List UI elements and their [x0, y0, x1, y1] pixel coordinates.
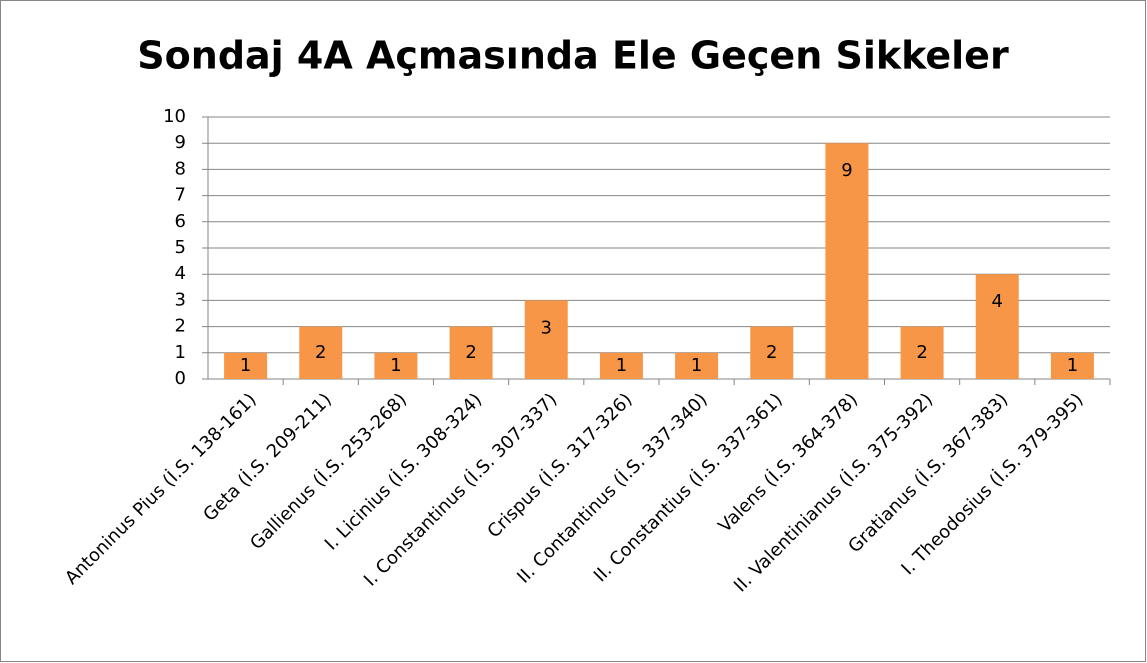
y-tick-label: 3 [175, 289, 186, 310]
y-tick-label: 0 [175, 368, 186, 389]
y-tick-label: 7 [175, 185, 186, 206]
bar [374, 352, 418, 379]
bar [825, 143, 869, 379]
data-label: 1 [691, 355, 702, 376]
data-label: 4 [992, 291, 1003, 312]
bar [675, 352, 719, 379]
y-tick-label: 5 [175, 237, 186, 258]
bar [900, 326, 944, 379]
y-tick-label: 4 [175, 263, 186, 284]
y-tick-label: 1 [175, 342, 186, 363]
y-tick-label: 6 [175, 211, 186, 232]
bar [524, 300, 568, 379]
bar [975, 274, 1019, 379]
y-tick-label: 8 [175, 158, 186, 179]
y-tick-label: 10 [163, 106, 186, 127]
bar [449, 326, 493, 379]
data-label: 2 [766, 342, 777, 363]
data-label: 9 [841, 160, 852, 181]
data-label: 2 [315, 342, 326, 363]
bar [224, 352, 268, 379]
data-label: 1 [240, 355, 251, 376]
y-tick-label: 9 [175, 132, 186, 153]
data-label: 2 [916, 342, 927, 363]
y-tick-label: 2 [175, 316, 186, 337]
data-label: 1 [390, 355, 401, 376]
bar [1050, 352, 1094, 379]
bar [299, 326, 343, 379]
data-label: 3 [541, 317, 552, 338]
bar [750, 326, 794, 379]
bar [599, 352, 643, 379]
data-label: 2 [465, 342, 476, 363]
chart-title: Sondaj 4A Açmasında Ele Geçen Sikkeler [137, 34, 1009, 78]
data-label: 1 [1067, 355, 1078, 376]
data-label: 1 [616, 355, 627, 376]
